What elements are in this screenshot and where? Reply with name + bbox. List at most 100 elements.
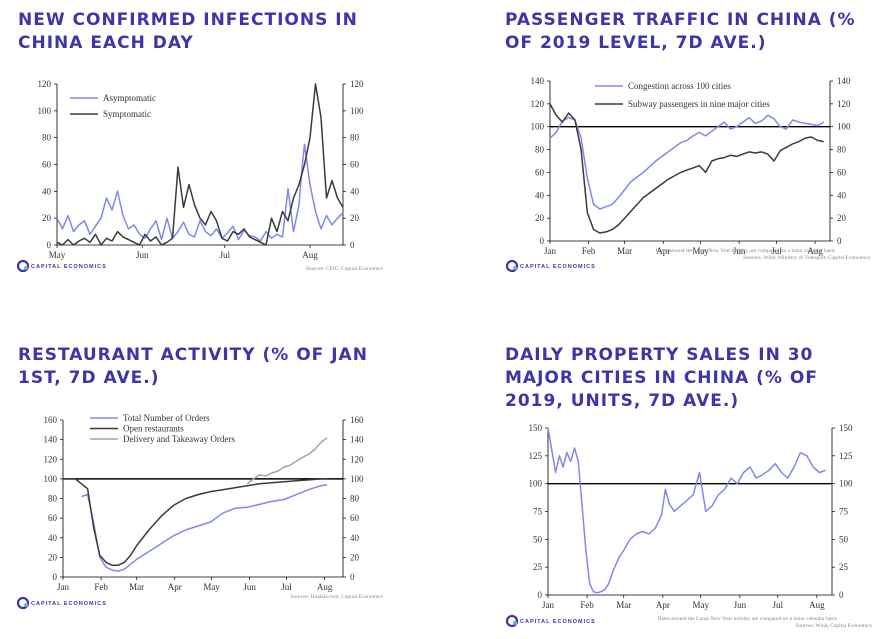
x-tick-label: Mar xyxy=(617,246,632,256)
series-line-grey xyxy=(246,437,328,485)
y-tick-label-right: 0 xyxy=(837,236,842,246)
series-line-blue xyxy=(547,427,826,594)
y-tick-label: 60 xyxy=(535,167,545,177)
x-tick-label: May xyxy=(692,600,709,610)
x-tick-label: Jul xyxy=(219,250,230,260)
legend-label: Symptomatic xyxy=(103,109,151,119)
series-line-blue xyxy=(56,143,344,242)
x-tick-label: Jun xyxy=(733,246,746,256)
legend-label: Delivery and Takeaway Orders xyxy=(123,434,235,444)
legend-label: Asymptomatic xyxy=(103,93,156,103)
y-tick-label: 80 xyxy=(535,145,545,155)
y-tick-label-right: 120 xyxy=(350,79,364,89)
y-tick-label-right: 125 xyxy=(839,451,853,461)
y-tick-label-right: 100 xyxy=(837,122,851,132)
y-tick-label-right: 160 xyxy=(350,415,364,425)
logo-text: CAPITAL ECONOMICS xyxy=(31,601,107,607)
y-tick-label: 0 xyxy=(538,590,543,600)
y-tick-label-right: 140 xyxy=(350,435,364,445)
y-tick-label-right: 60 xyxy=(837,167,847,177)
series-line-blue xyxy=(81,484,328,572)
y-tick-label-right: 0 xyxy=(350,240,355,250)
capital-economics-logo: CAPITAL ECONOMICS xyxy=(16,596,107,610)
logo-text: CAPITAL ECONOMICS xyxy=(31,264,107,270)
x-tick-label: Aug xyxy=(302,250,318,260)
chart-source: Sources: Wind, Ministry of Transport, Ca… xyxy=(743,254,870,261)
x-tick-label: May xyxy=(49,250,66,260)
y-tick-label-right: 60 xyxy=(350,513,360,523)
x-tick-label: Aug xyxy=(317,582,333,592)
y-tick-label-right: 0 xyxy=(350,572,355,582)
series-line-dark xyxy=(63,478,327,566)
legend-label: Total Number of Orders xyxy=(123,413,210,423)
y-tick-label: 160 xyxy=(44,415,58,425)
y-tick-label: 20 xyxy=(48,552,58,562)
x-tick-label: Jun xyxy=(243,582,256,592)
x-tick-label: Jul xyxy=(772,600,783,610)
x-tick-label: Feb xyxy=(582,246,596,256)
x-tick-label: Jan xyxy=(57,582,69,592)
y-tick-label: 20 xyxy=(42,213,52,223)
x-tick-label: Aug xyxy=(807,246,823,256)
y-tick-label: 120 xyxy=(38,79,52,89)
y-tick-label-right: 50 xyxy=(839,534,849,544)
y-tick-label: 0 xyxy=(53,572,58,582)
y-tick-label: 150 xyxy=(529,423,543,433)
y-tick-label-right: 25 xyxy=(839,562,849,572)
logo-mark xyxy=(16,259,30,273)
x-tick-label: Jun xyxy=(734,600,747,610)
chart-source: Sources: Hualala.com, Capital Economics xyxy=(290,594,383,600)
y-tick-label-right: 80 xyxy=(350,133,360,143)
logo-text: CAPITAL ECONOMICS xyxy=(520,264,596,270)
series-line-dark xyxy=(56,83,344,246)
y-tick-label: 100 xyxy=(531,122,545,132)
y-tick-label: 20 xyxy=(535,213,545,223)
y-tick-label-right: 150 xyxy=(839,423,853,433)
y-tick-label: 100 xyxy=(44,474,58,484)
y-tick-label-right: 100 xyxy=(350,106,364,116)
y-tick-label-right: 20 xyxy=(350,552,360,562)
chart-note: Dates around the Lunar New Year holiday … xyxy=(657,616,837,622)
logo-dot xyxy=(513,266,517,270)
y-tick-label-right: 80 xyxy=(837,145,847,155)
chart-title: RESTAURANT ACTIVITY (% OF JAN 1ST, 7D AV… xyxy=(18,345,368,388)
y-tick-label-right: 100 xyxy=(350,474,364,484)
logo-dot xyxy=(513,621,517,625)
capital-economics-logo: CAPITAL ECONOMICS xyxy=(16,259,107,273)
y-tick-label: 25 xyxy=(533,562,543,572)
chart-source: Sources: CEIC, Capital Economics xyxy=(306,266,383,272)
legend-label: Congestion across 100 cities xyxy=(628,81,731,91)
logo-dot xyxy=(24,603,28,607)
x-tick-label: Apr xyxy=(656,600,670,610)
y-tick-label: 80 xyxy=(42,133,52,143)
chart-source: Sources: Wind, Capital Economics xyxy=(795,623,872,629)
y-tick-label: 125 xyxy=(529,451,543,461)
y-tick-label: 140 xyxy=(44,435,58,445)
x-tick-label: Mar xyxy=(616,600,631,610)
chart-title: NEW CONFIRMED INFECTIONS IN CHINA EACH D… xyxy=(18,10,358,53)
x-tick-label: Feb xyxy=(580,600,594,610)
y-tick-label: 100 xyxy=(529,479,543,489)
y-tick-label-right: 100 xyxy=(839,479,853,489)
y-tick-label-right: 120 xyxy=(837,99,851,109)
y-tick-label-right: 75 xyxy=(839,507,849,517)
y-tick-label: 0 xyxy=(47,240,52,250)
y-tick-label: 40 xyxy=(48,533,58,543)
y-tick-label-right: 40 xyxy=(350,186,360,196)
y-tick-label: 40 xyxy=(42,186,52,196)
chart-infections: 0 0 20 20 40 40 60 60 80 80 100 100 120 120 May Jun Jul A… xyxy=(16,79,383,273)
legend-label: Subway passengers in nine major cities xyxy=(628,99,770,109)
y-tick-label-right: 20 xyxy=(350,213,360,223)
y-tick-label: 75 xyxy=(533,507,543,517)
logo-mark xyxy=(16,596,30,610)
x-tick-label: Mar xyxy=(129,582,144,592)
logo-mark xyxy=(505,614,519,628)
y-tick-label: 120 xyxy=(531,99,545,109)
y-tick-label-right: 40 xyxy=(350,533,360,543)
logo-text: CAPITAL ECONOMICS xyxy=(520,619,596,625)
capital-economics-logo: CAPITAL ECONOMICS xyxy=(505,259,596,273)
series-line-blue xyxy=(549,114,825,210)
chart-property: 0 0 25 25 50 50 75 75 100 100 125 125 150 150 Jan Feb Ma… xyxy=(505,423,872,629)
logo-dot xyxy=(24,266,28,270)
y-tick-label: 0 xyxy=(540,236,545,246)
